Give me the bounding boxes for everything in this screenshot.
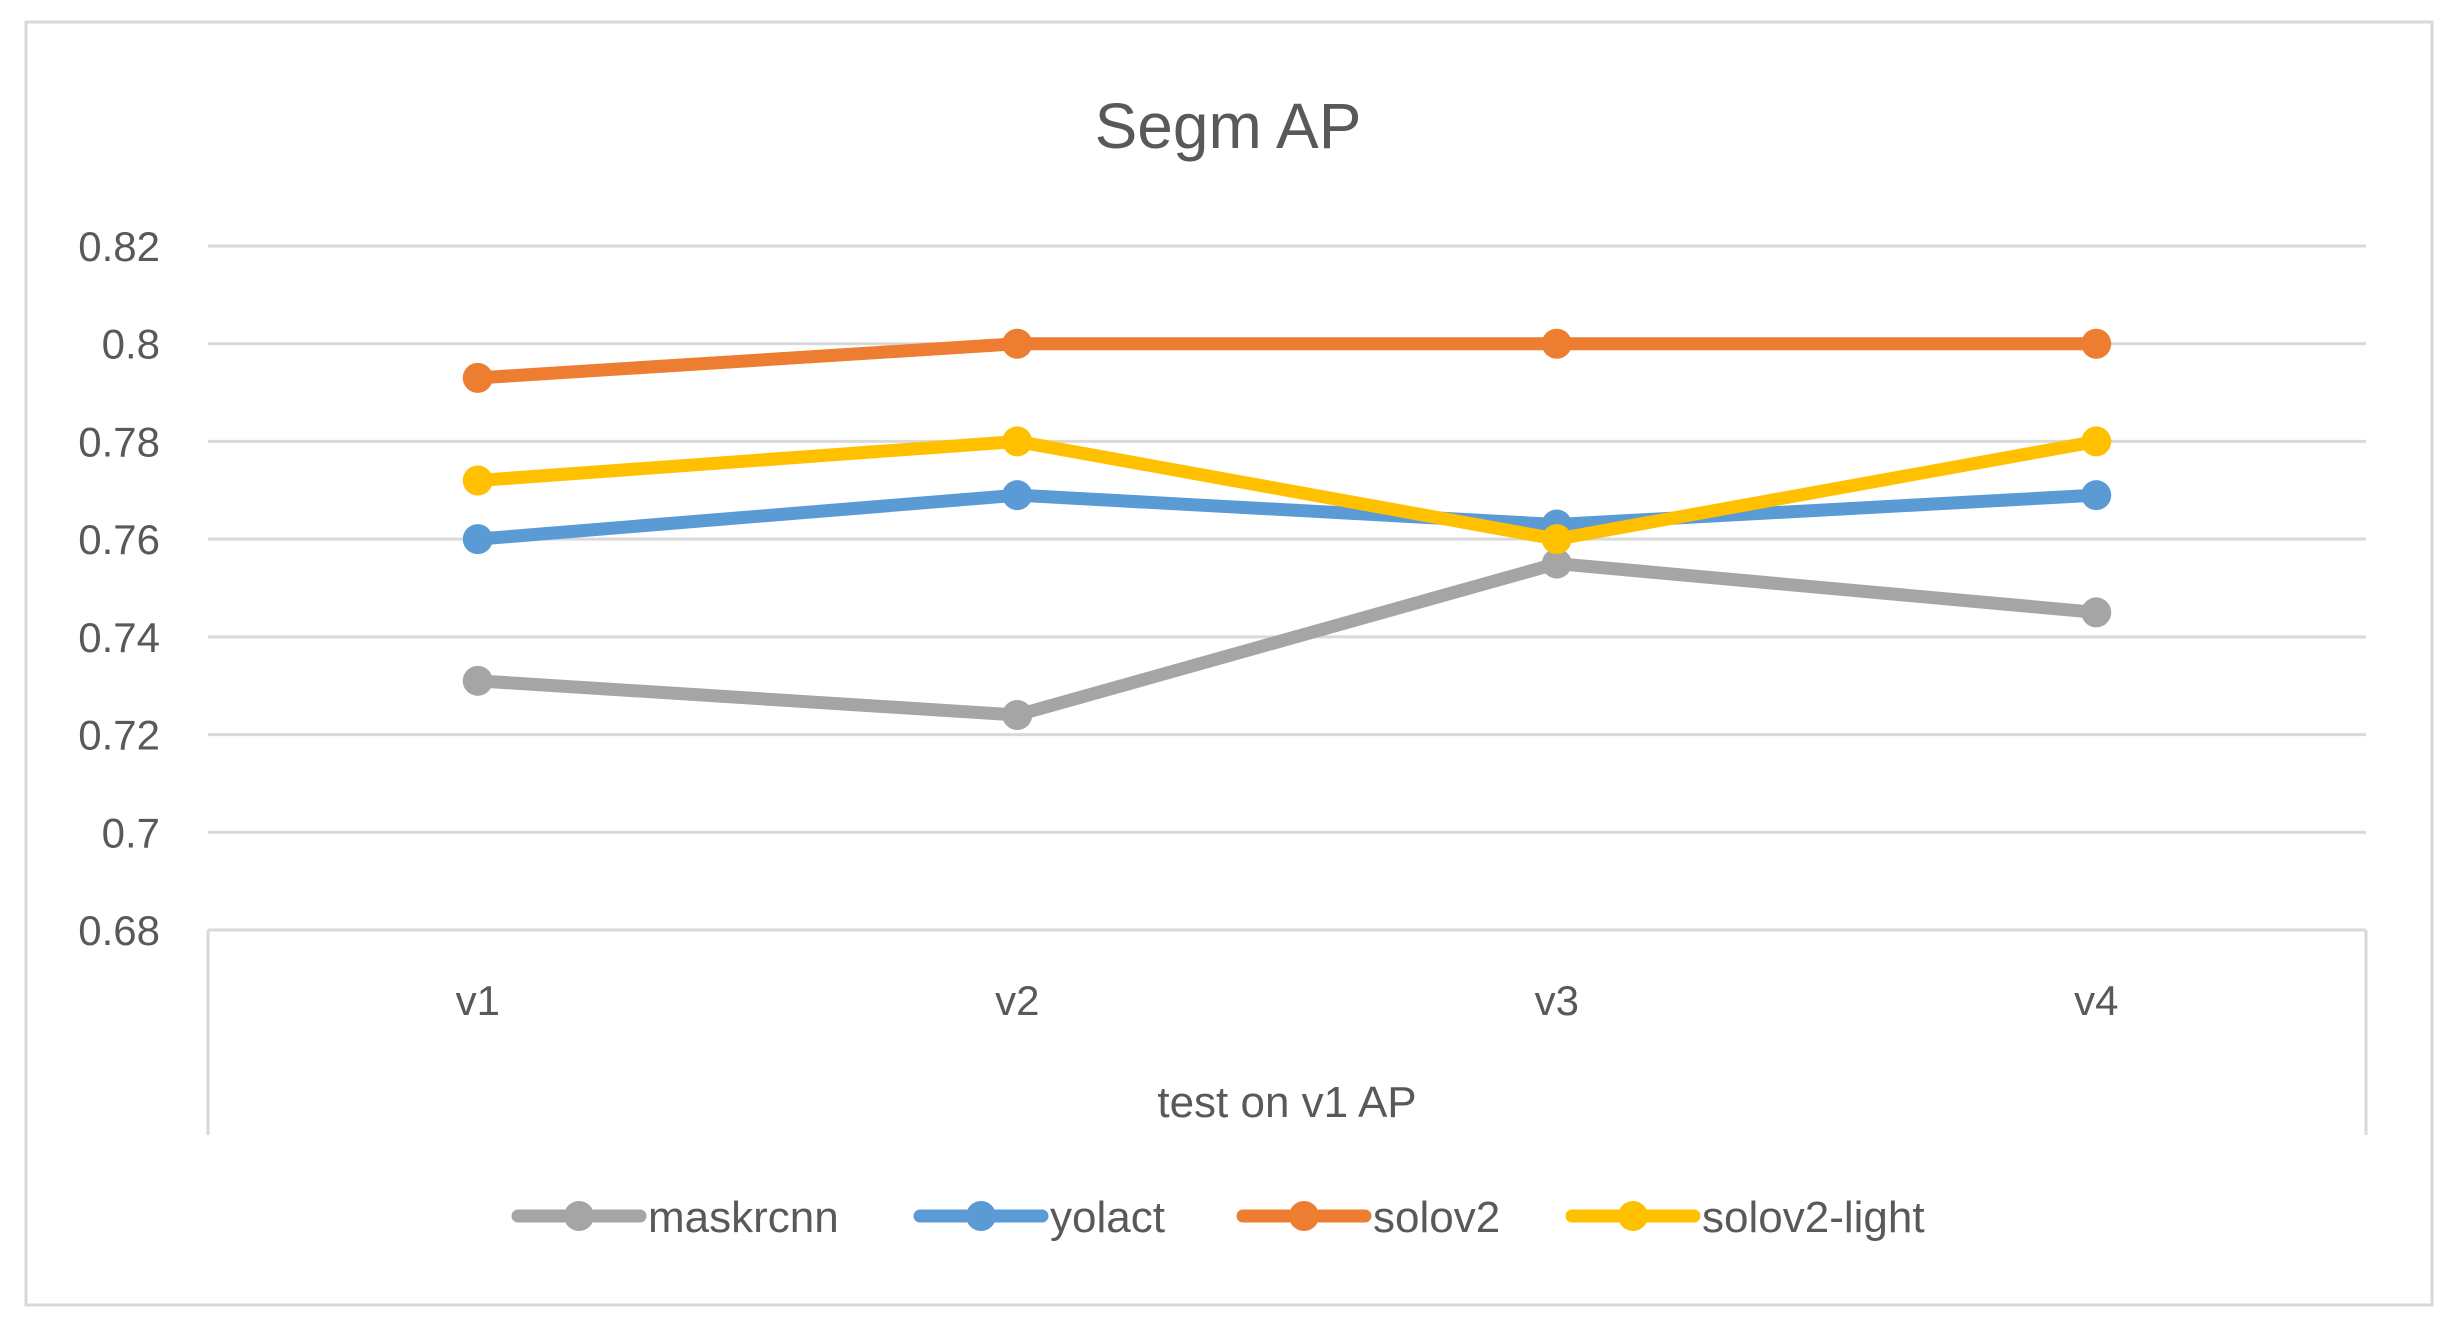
series-line	[471, 337, 2103, 385]
series-maskrcnn	[462, 548, 2112, 731]
y-tick-label: 0.82	[78, 223, 160, 270]
x-axis-tick-labels: v1 v2 v3 v4	[456, 977, 2119, 1024]
y-tick-label: 0.7	[102, 809, 160, 856]
series-yolact	[462, 480, 2112, 555]
legend-item: solov2	[1236, 1193, 1500, 1242]
x-tick-label: v2	[995, 977, 1039, 1024]
data-point	[1002, 480, 1033, 511]
legend-label: maskrcnn	[648, 1193, 839, 1242]
data-point	[1541, 524, 1572, 555]
y-tick-label: 0.74	[78, 614, 160, 661]
series-line	[471, 434, 2103, 546]
data-point	[1541, 328, 1572, 359]
data-point	[462, 524, 493, 555]
legend-marker	[564, 1201, 594, 1231]
legend-item: yolact	[913, 1193, 1165, 1242]
series-solov2-light	[462, 426, 2112, 555]
y-tick-label: 0.8	[102, 321, 160, 368]
data-point	[2081, 597, 2112, 628]
data-point	[1002, 328, 1033, 359]
data-point	[2081, 480, 2112, 511]
y-axis-tick-labels: 0.82 0.8 0.78 0.76 0.74 0.72 0.7 0.68	[78, 223, 160, 954]
data-point	[2081, 328, 2112, 359]
legend: maskrcnn yolact solov2 solov2-light	[511, 1193, 1925, 1242]
x-tick-label: v1	[456, 977, 500, 1024]
legend-marker	[966, 1201, 996, 1231]
y-tick-label: 0.72	[78, 712, 160, 759]
legend-label: solov2	[1373, 1193, 1500, 1242]
data-point	[1541, 548, 1572, 579]
y-tick-label: 0.76	[78, 516, 160, 563]
series-layer	[462, 328, 2112, 731]
legend-marker	[1618, 1201, 1648, 1231]
data-point	[462, 665, 493, 696]
x-tick-label: v3	[1535, 977, 1579, 1024]
series-solov2	[462, 328, 2112, 393]
data-point	[462, 465, 493, 496]
data-point	[1002, 700, 1033, 731]
data-point	[2081, 426, 2112, 457]
chart-frame	[24, 20, 2434, 1307]
series-line	[471, 557, 2103, 722]
legend-item: maskrcnn	[511, 1193, 839, 1242]
chart-title: Segm AP	[1095, 90, 1362, 162]
category-axis-box	[206, 930, 2368, 1135]
legend-label: yolact	[1050, 1193, 1165, 1242]
data-point	[1002, 426, 1033, 457]
legend-item: solov2-light	[1565, 1193, 1925, 1242]
series-line	[471, 488, 2103, 546]
x-tick-label: v4	[2074, 977, 2118, 1024]
x-axis-title: test on v1 AP	[1157, 1078, 1416, 1127]
y-tick-label: 0.78	[78, 418, 160, 465]
legend-label: solov2-light	[1702, 1193, 1925, 1242]
legend-marker	[1289, 1201, 1319, 1231]
data-point	[462, 362, 493, 393]
y-tick-label: 0.68	[78, 907, 160, 954]
